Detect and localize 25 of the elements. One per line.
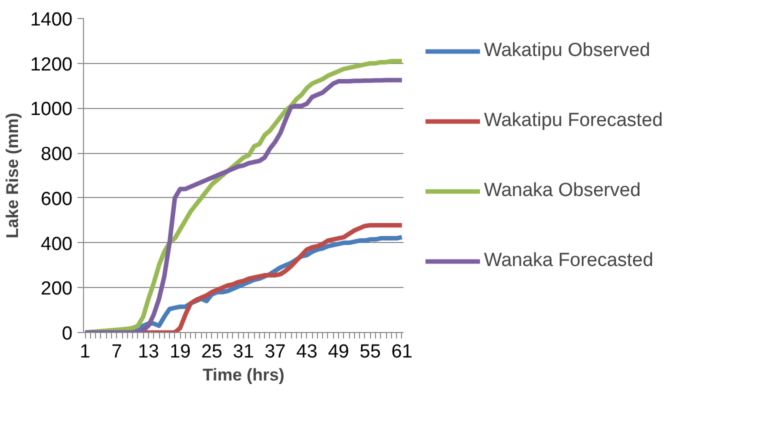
x-tick-label: 37 [264, 342, 286, 362]
y-tick-label: 200 [40, 278, 72, 300]
legend-label: Wakatipu Observed [484, 40, 650, 62]
y-tick-label: 0 [62, 324, 73, 344]
legend-label: Wanaka Forecasted [484, 250, 654, 272]
y-tick-label: 400 [40, 234, 72, 255]
x-tick-label: 61 [391, 342, 412, 362]
y-tick-label: 800 [40, 144, 72, 166]
x-axis-title: Time (hrs) [202, 366, 284, 384]
y-tick-label: 1200 [30, 54, 73, 76]
y-axis-title: Lake Rise (mm) [3, 112, 22, 238]
x-tick-label: 31 [232, 342, 254, 362]
x-tick-label: 25 [201, 342, 222, 362]
x-tick-label: 43 [296, 342, 318, 362]
x-tick-label: 7 [111, 342, 122, 362]
x-tick-label: 49 [328, 342, 350, 362]
y-tick-label: 1000 [30, 99, 73, 120]
x-tick-label: 55 [360, 342, 381, 362]
y-tick-label: 1400 [30, 10, 73, 30]
legend-label: Wakatipu Forecasted [484, 110, 663, 132]
y-tick-label: 600 [40, 188, 72, 210]
legend-label: Wanaka Observed [484, 180, 641, 202]
x-tick-label: 19 [170, 342, 191, 362]
x-tick-label: 1 [80, 342, 90, 362]
x-tick-label: 13 [138, 342, 160, 362]
